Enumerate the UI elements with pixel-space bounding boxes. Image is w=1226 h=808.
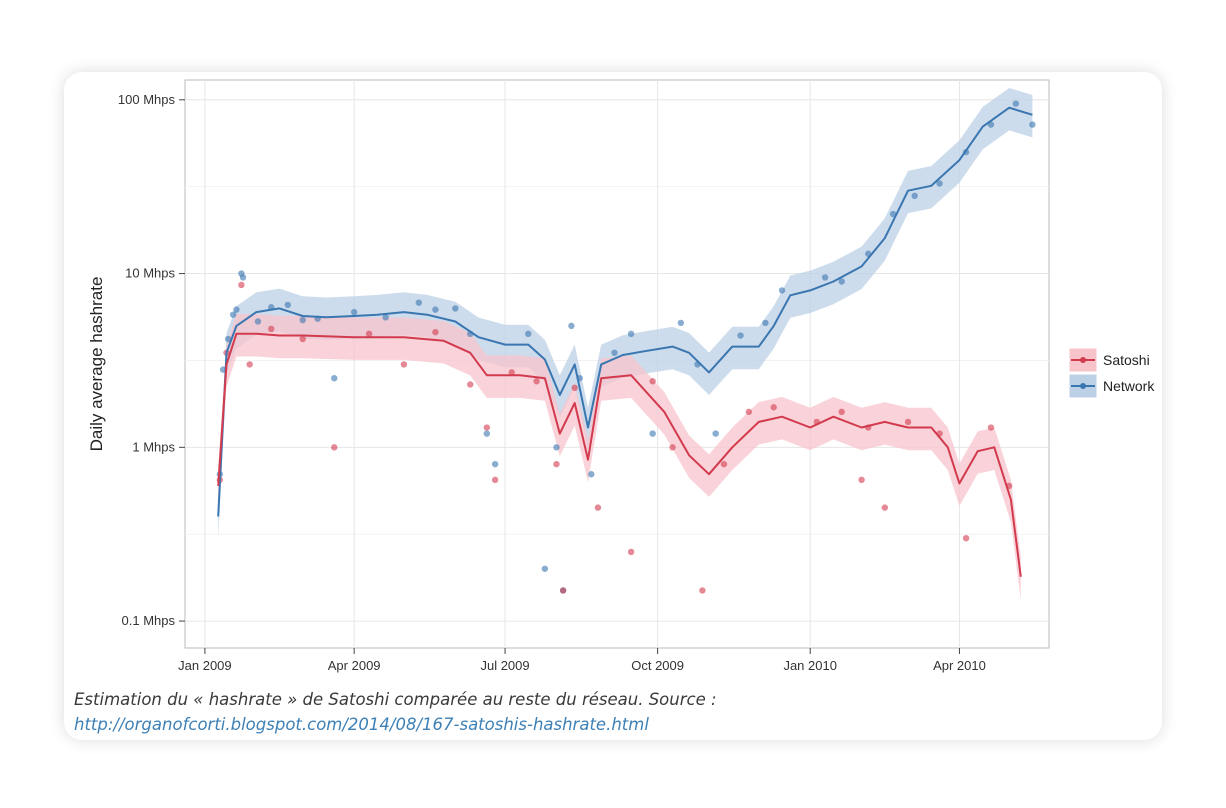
x-tick-label: Oct 2009 [631, 658, 684, 673]
network-data-point [936, 180, 943, 187]
network-data-point [553, 444, 560, 451]
satoshi-data-point [533, 378, 540, 385]
network-data-point [432, 306, 439, 313]
network-data-point [737, 332, 744, 339]
network-data-point [568, 322, 575, 330]
legend: Satoshi Network [1068, 347, 1155, 399]
y-tick-label: 1 Mhps [132, 439, 175, 454]
hashrate-chart: 0.1 Mhps 1 Mhps 10 Mhps 100 Mhps Jan 2009 Apr… [87, 79, 1155, 673]
network-data-point [627, 330, 635, 338]
network-data-point [525, 330, 532, 338]
satoshi-data-point [699, 587, 706, 594]
source-link[interactable]: http://organofcorti.blogspot.com/2014/08… [74, 715, 649, 734]
network-data-point [778, 287, 786, 294]
satoshi-data-point [483, 424, 491, 431]
network-data-point [483, 430, 491, 437]
x-tick-label: Apr 2010 [933, 658, 986, 673]
network-data-point [382, 314, 389, 321]
satoshi-data-point [400, 361, 408, 368]
legend-label-network: Network [1103, 378, 1155, 394]
legend-dot-satoshi [1080, 357, 1086, 363]
satoshi-data-point [491, 476, 499, 484]
network-data-point [821, 274, 829, 281]
satoshi-data-point [838, 408, 845, 416]
satoshi-data-point [331, 444, 338, 451]
network-data-point [611, 349, 618, 356]
network-data-point [649, 430, 656, 437]
network-data-point [588, 471, 595, 478]
satoshi-data-point [904, 418, 912, 426]
network-data-point [254, 318, 262, 325]
satoshi-data-point [627, 548, 635, 556]
figure-card: 0.1 Mhps 1 Mhps 10 Mhps 100 Mhps Jan 2009 Apr… [64, 72, 1162, 740]
axes: 0.1 Mhps 1 Mhps 10 Mhps 100 Mhps Jan 2009 Apr… [118, 92, 986, 673]
y-tick-label: 100 Mhps [118, 92, 176, 107]
network-trend-line [217, 106, 1033, 517]
satoshi-data-point [881, 504, 889, 511]
network-data-point [233, 306, 240, 313]
network-data-point [677, 319, 685, 327]
network-data-point [229, 311, 237, 318]
network-data-point [331, 374, 338, 382]
y-axis-label: Daily average hashrate [87, 277, 106, 452]
caption-text: Estimation du « hashrate » de Satoshi co… [74, 690, 717, 709]
y-tick-label: 10 Mhps [125, 266, 175, 281]
satoshi-confidence-band [218, 314, 1021, 600]
trend-lines [217, 106, 1033, 577]
x-tick-label: Jul 2009 [480, 658, 529, 673]
satoshi-data-point [594, 504, 602, 511]
network-data-point [491, 460, 499, 468]
satoshi-data-point [669, 444, 676, 451]
network-data-point [284, 301, 292, 309]
network-data-point [1029, 121, 1036, 128]
network-data-point [762, 319, 769, 327]
x-tick-label: Apr 2009 [328, 658, 381, 673]
satoshi-data-point [508, 369, 515, 376]
figure-caption: Estimation du « hashrate » de Satoshi co… [74, 687, 1154, 737]
legend-dot-network [1080, 383, 1086, 389]
network-data-point [350, 308, 358, 316]
satoshi-trend-line [217, 332, 1022, 577]
satoshi-data-point [238, 281, 245, 289]
satoshi-data-point [432, 328, 439, 336]
satoshi-data-point [246, 361, 253, 368]
network-data-point [911, 192, 918, 200]
satoshi-data-point [720, 460, 728, 468]
satoshi-data-point [553, 460, 560, 468]
satoshi-data-point [962, 534, 970, 542]
network-data-point [838, 278, 845, 285]
network-data-point [224, 335, 232, 343]
satoshi-data-point [745, 408, 753, 416]
satoshi-data-point [299, 335, 306, 343]
satoshi-data-point [987, 424, 995, 431]
network-data-point [1012, 100, 1020, 107]
network-data-point [452, 305, 459, 312]
satoshi-data-point [649, 378, 656, 385]
x-tick-label: Jan 2009 [178, 658, 232, 673]
network-data-point [541, 565, 549, 572]
satoshi-data-point [858, 476, 865, 484]
x-tick-label: Jan 2010 [783, 658, 837, 673]
network-data-point [239, 274, 247, 281]
satoshi-data-point [571, 384, 578, 392]
network-data-point [712, 430, 719, 437]
y-tick-label: 0.1 Mhps [122, 613, 176, 628]
satoshi-data-point [467, 381, 474, 388]
satoshi-data-point [559, 587, 567, 594]
satoshi-data-point [770, 404, 777, 411]
network-data-point [415, 299, 423, 306]
legend-label-satoshi: Satoshi [1103, 352, 1150, 368]
satoshi-data-point [268, 325, 275, 333]
satoshi-data-point [365, 330, 373, 338]
data-points [216, 100, 1036, 594]
network-data-point [299, 316, 306, 324]
